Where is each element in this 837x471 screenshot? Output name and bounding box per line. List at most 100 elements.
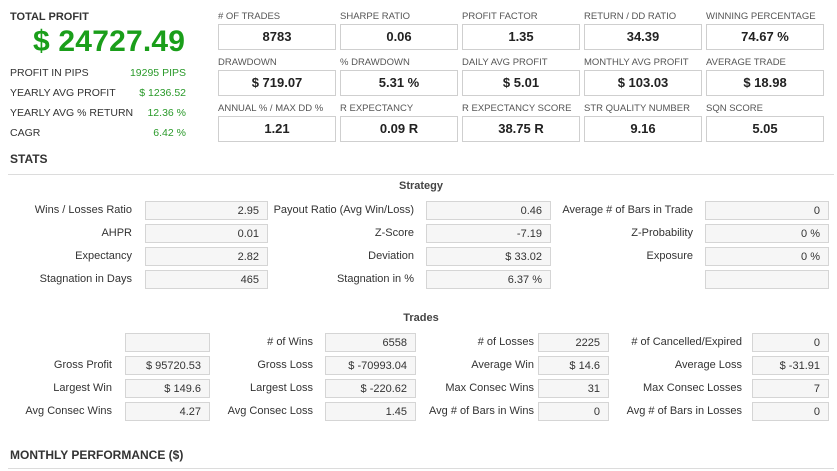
stat-value: 0	[705, 201, 829, 220]
summary-label: PROFIT IN PIPS	[10, 67, 89, 79]
trade-label: Average Win	[471, 359, 534, 371]
stat-value: 0 %	[705, 224, 829, 243]
metric-label: DRAWDOWN	[218, 57, 277, 68]
stat-value: 465	[145, 270, 268, 289]
metric-card-r-expectancy: R EXPECTANCY 0.09 R	[340, 103, 458, 142]
metric-card-str-quality: STR QUALITY NUMBER 9.16	[584, 103, 702, 142]
metric-card-winning-pct: WINNING PERCENTAGE 74.67 %	[706, 11, 824, 50]
metric-value: 5.05	[706, 116, 824, 142]
strategy-title: Strategy	[398, 180, 444, 192]
metric-card-return-dd: RETURN / DD RATIO 34.39	[584, 11, 702, 50]
trade-label: Average Loss	[674, 359, 742, 371]
metric-card-sharpe: SHARPE RATIO 0.06	[340, 11, 458, 50]
stat-value: 2.95	[145, 201, 268, 220]
trade-label: Gross Loss	[257, 359, 313, 371]
stat-label: Average # of Bars in Trade	[562, 204, 693, 216]
trade-label: Avg Consec Wins	[25, 405, 112, 417]
metric-label: DAILY AVG PROFIT	[462, 57, 548, 68]
metric-value: 38.75 R	[462, 116, 580, 142]
stat-label: Payout Ratio (Avg Win/Loss)	[273, 204, 414, 216]
stat-value: 0.01	[145, 224, 268, 243]
trade-value: 4.27	[125, 402, 210, 421]
metric-label: MONTHLY AVG PROFIT	[584, 57, 689, 68]
trade-label: Avg # of Bars in Losses	[626, 405, 742, 417]
stat-value: 0 %	[705, 247, 829, 266]
trade-value: $ -70993.04	[325, 356, 416, 375]
trade-value: 2225	[538, 333, 609, 352]
metric-value: 9.16	[584, 116, 702, 142]
trade-value: 0	[538, 402, 609, 421]
summary-row-pips: PROFIT IN PIPS 19295 PIPS	[10, 67, 186, 79]
trade-label: Max Consec Wins	[445, 382, 534, 394]
trade-label: # of Cancelled/Expired	[631, 336, 742, 348]
metric-card-trades: # OF TRADES 8783	[218, 11, 336, 50]
divider	[8, 468, 834, 469]
trade-value: 7	[752, 379, 829, 398]
metric-card-profit-factor: PROFIT FACTOR 1.35	[462, 11, 580, 50]
metric-card-drawdown: DRAWDOWN $ 719.07	[218, 57, 336, 96]
stat-label: Wins / Losses Ratio	[34, 204, 132, 216]
summary-value: 19295 PIPS	[129, 67, 186, 79]
summary-row-yearly-avg-return: YEARLY AVG % RETURN 12.36 %	[10, 107, 186, 119]
trade-value: $ 149.6	[125, 379, 210, 398]
stat-label: Z-Score	[374, 227, 414, 239]
summary-value: 6.42 %	[153, 127, 186, 139]
metric-value: 74.67 %	[706, 24, 824, 50]
metric-label: R EXPECTANCY	[340, 103, 414, 114]
metric-value: 34.39	[584, 24, 702, 50]
metric-value: $ 5.01	[462, 70, 580, 96]
stat-label: Stagnation in Days	[39, 273, 132, 285]
monthly-performance-title: MONTHLY PERFORMANCE ($)	[10, 448, 184, 462]
trade-value: 6558	[325, 333, 416, 352]
trade-value: $ -31.91	[752, 356, 829, 375]
trade-label: Largest Loss	[250, 382, 313, 394]
metric-value: 0.06	[340, 24, 458, 50]
metric-label: PROFIT FACTOR	[462, 11, 538, 22]
metric-card-pct-drawdown: % DRAWDOWN 5.31 %	[340, 57, 458, 96]
total-profit-value: $ 24727.49	[33, 25, 186, 58]
summary-row-cagr: CAGR 6.42 %	[10, 127, 186, 139]
metric-card-r-expectancy-score: R EXPECTANCY SCORE 38.75 R	[462, 103, 580, 142]
trade-value: 0	[752, 402, 829, 421]
metric-label: R EXPECTANCY SCORE	[462, 103, 572, 114]
metric-label: AVERAGE TRADE	[706, 57, 786, 68]
total-profit-label: TOTAL PROFIT	[10, 11, 89, 23]
summary-row-yearly-avg-profit: YEARLY AVG PROFIT $ 1236.52	[10, 87, 186, 99]
metric-card-daily-avg: DAILY AVG PROFIT $ 5.01	[462, 57, 580, 96]
stat-label: AHPR	[101, 227, 132, 239]
metric-label: # OF TRADES	[218, 11, 281, 22]
metric-value: 0.09 R	[340, 116, 458, 142]
stat-label: Expectancy	[75, 250, 132, 262]
metric-label: SHARPE RATIO	[340, 11, 411, 22]
metric-value: 1.21	[218, 116, 336, 142]
trade-label: Max Consec Losses	[642, 382, 742, 394]
trade-value-empty	[125, 333, 210, 352]
trades-title: Trades	[403, 312, 439, 324]
metric-card-sqn-score: SQN SCORE 5.05	[706, 103, 824, 142]
stat-label: Stagnation in %	[336, 273, 414, 285]
trade-label: Avg # of Bars in Wins	[429, 405, 534, 417]
stat-value: $ 33.02	[426, 247, 551, 266]
trade-value: 31	[538, 379, 609, 398]
metric-value: 8783	[218, 24, 336, 50]
trade-label: Avg Consec Loss	[227, 405, 313, 417]
metric-label: % DRAWDOWN	[340, 57, 410, 68]
summary-value: 12.36 %	[147, 107, 186, 119]
stat-label: Z-Probability	[631, 227, 693, 239]
metric-label: SQN SCORE	[706, 103, 764, 114]
metric-value: $ 18.98	[706, 70, 824, 96]
metric-value: 5.31 %	[340, 70, 458, 96]
summary-label: CAGR	[10, 127, 41, 139]
stats-title: STATS	[10, 152, 48, 166]
metric-value: $ 103.03	[584, 70, 702, 96]
trade-value: $ 95720.53	[125, 356, 210, 375]
trade-label: Gross Profit	[53, 359, 112, 371]
metric-label: WINNING PERCENTAGE	[706, 11, 816, 22]
trade-label: # of Losses	[477, 336, 534, 348]
stat-value: 0.46	[426, 201, 551, 220]
summary-value: $ 1236.52	[139, 87, 186, 99]
metric-label: ANNUAL % / MAX DD %	[218, 103, 324, 114]
trade-label: Largest Win	[53, 382, 112, 394]
summary-label: YEARLY AVG PROFIT	[10, 87, 116, 99]
divider	[8, 174, 834, 175]
